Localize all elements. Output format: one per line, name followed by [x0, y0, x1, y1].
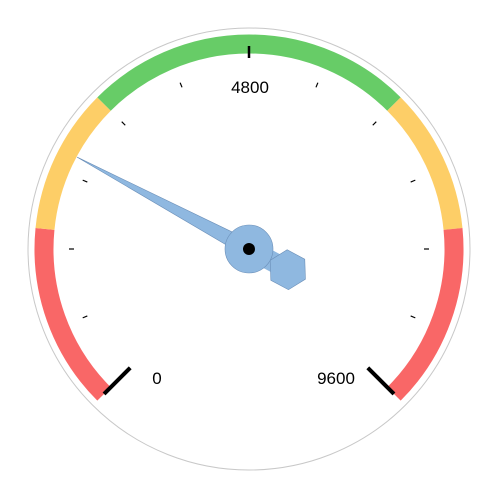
band-medium	[35, 97, 111, 230]
tick-label-min: 0	[152, 369, 161, 388]
minor-tick	[82, 315, 88, 319]
band-low	[34, 227, 111, 401]
band-low-2	[387, 227, 464, 401]
gauge-needle	[76, 156, 306, 291]
band-medium-2	[387, 97, 463, 230]
tick-marks	[69, 46, 429, 396]
major-tick	[102, 366, 132, 396]
major-tick	[366, 366, 396, 396]
needle-tail	[269, 249, 306, 291]
tick-label-max: 9600	[317, 369, 355, 388]
color-bands	[34, 34, 464, 401]
needle-pivot	[243, 243, 255, 255]
band-high	[97, 34, 401, 111]
tick-label-mid: 4800	[231, 78, 269, 97]
minor-tick	[179, 82, 183, 88]
minor-tick	[372, 121, 377, 126]
minor-tick	[315, 82, 319, 88]
minor-tick	[410, 179, 416, 183]
minor-tick	[121, 121, 126, 126]
minor-tick	[82, 179, 88, 183]
minor-tick	[410, 315, 416, 319]
tick-labels: 0 4800 9600	[152, 78, 355, 388]
